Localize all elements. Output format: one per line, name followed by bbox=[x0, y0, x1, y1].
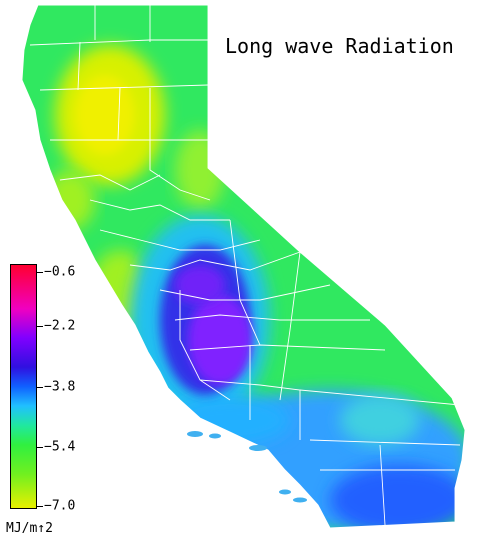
legend-tick-label: −5.4 bbox=[44, 439, 76, 455]
legend-tick-label: −3.8 bbox=[44, 379, 76, 395]
legend-tick-label: −0.6 bbox=[44, 264, 76, 280]
legend-tick-mark bbox=[37, 506, 43, 507]
county-boundaries bbox=[21, 4, 466, 529]
map-title: Long wave Radiation bbox=[225, 34, 454, 58]
legend-units: MJ/m↑2 bbox=[6, 521, 53, 536]
color-legend-bar bbox=[10, 264, 37, 509]
legend-tick-label: −7.0 bbox=[44, 498, 76, 514]
legend-tick-mark bbox=[37, 272, 43, 273]
legend-tick-mark bbox=[37, 447, 43, 448]
channel-islands bbox=[187, 431, 307, 503]
legend-tick-mark bbox=[37, 387, 43, 388]
legend-tick-label: −2.2 bbox=[44, 318, 76, 334]
legend-tick-mark bbox=[37, 326, 43, 327]
